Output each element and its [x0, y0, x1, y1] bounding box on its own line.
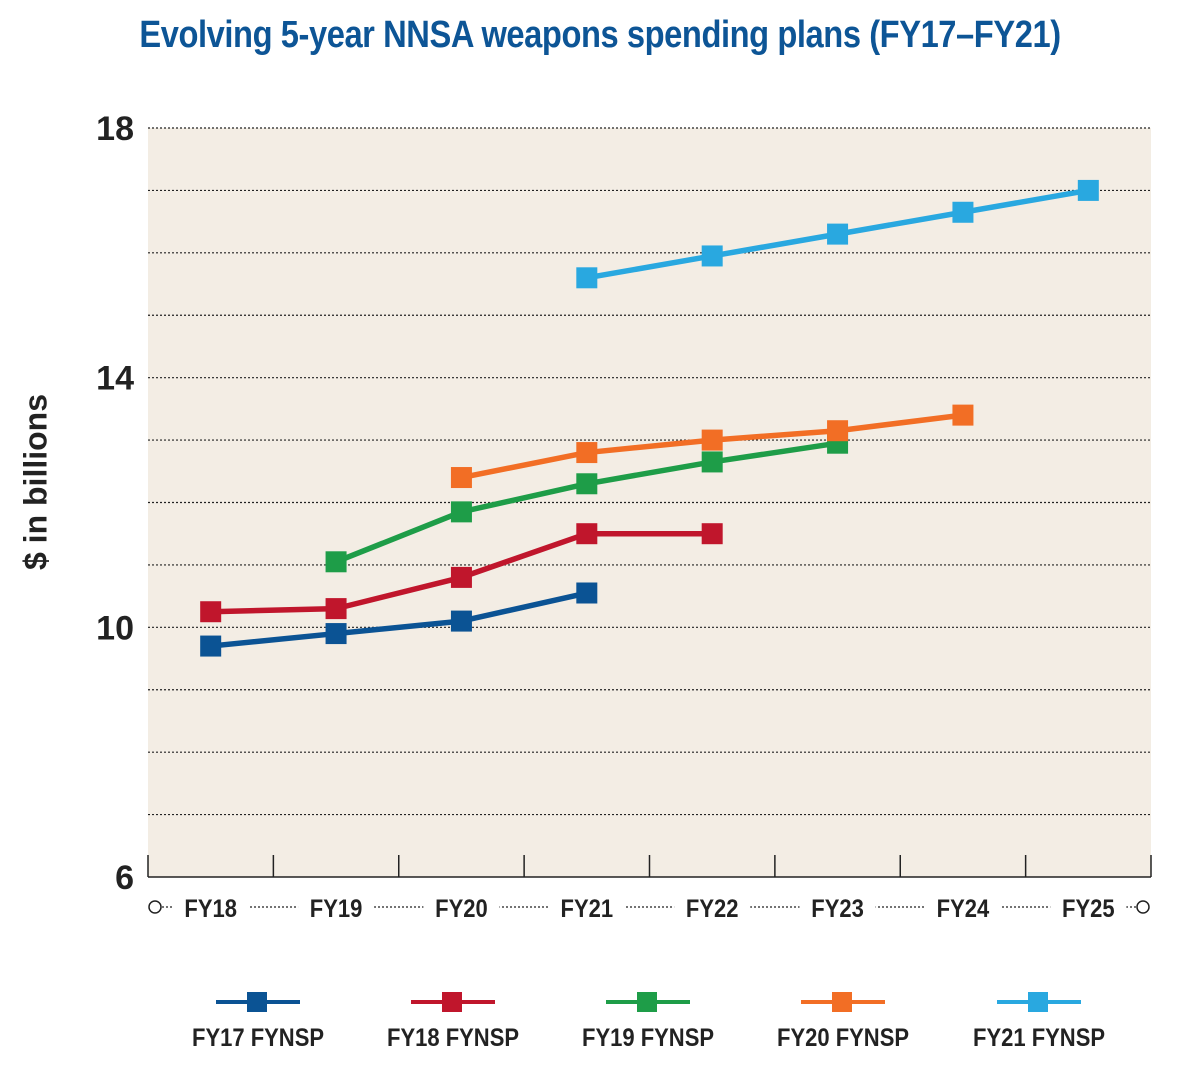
series-group	[325, 432, 849, 573]
legend-label: FY19 FYNSP	[582, 1024, 715, 1052]
x-label-mask	[674, 892, 751, 922]
legend: FY17 FYNSP FY18 FYNSP FY19 FYNSP FY20 FYNSP…	[0, 980, 1200, 1060]
x-label-mask	[172, 892, 249, 922]
line-chart: 6 10 14 18 FY18 FY19 FY20 FY21 FY22 FY23 FY24 FY25	[96, 110, 1152, 923]
axis-end-circle	[1136, 900, 1150, 914]
data-point	[576, 442, 598, 464]
x-tick-label: FY19	[310, 895, 363, 923]
data-point	[450, 566, 472, 588]
x-tick-label: FY22	[686, 895, 739, 923]
y-tick-label: 18	[96, 110, 134, 148]
series-line	[210, 590, 588, 649]
x-tick-label: FY24	[937, 895, 990, 923]
y-axis-ticks: 6 10 14 18	[96, 110, 134, 897]
legend-swatch	[378, 980, 528, 1024]
x-tick-label: FY21	[561, 895, 614, 923]
data-point	[325, 598, 347, 620]
data-point	[576, 523, 598, 545]
x-label-mask	[548, 892, 625, 922]
legend-marker	[832, 992, 852, 1012]
legend-label: FY21 FYNSP	[973, 1024, 1106, 1052]
legend-item: FY20 FYNSP	[768, 980, 918, 1053]
data-point	[1077, 179, 1099, 201]
data-point	[576, 473, 598, 495]
x-tick-label: FY18	[184, 895, 237, 923]
y-tick-label: 6	[115, 859, 134, 897]
legend-swatch	[573, 980, 723, 1024]
data-point	[827, 223, 849, 245]
data-point	[450, 467, 472, 489]
legend-item: FY21 FYNSP	[964, 980, 1114, 1053]
legend-marker	[1028, 992, 1048, 1012]
legend-swatch	[183, 980, 333, 1024]
legend-label: FY18 FYNSP	[387, 1024, 520, 1052]
x-tick-label: FY20	[435, 895, 488, 923]
legend-label: FY17 FYNSP	[192, 1024, 325, 1052]
y-tick-label: 14	[96, 360, 134, 398]
data-point	[200, 601, 222, 623]
data-point	[701, 451, 723, 473]
legend-swatch	[768, 980, 918, 1024]
data-point	[701, 523, 723, 545]
gridlines	[148, 127, 1151, 816]
data-point	[701, 245, 723, 267]
legend-item: FY17 FYNSP	[183, 980, 333, 1053]
data-point	[576, 582, 598, 604]
series-group	[200, 582, 598, 657]
legend-label: FY20 FYNSP	[777, 1024, 910, 1052]
legend-item: FY19 FYNSP	[573, 980, 723, 1053]
legend-item: FY18 FYNSP	[378, 980, 528, 1053]
chart-title: Evolving 5-year NNSA weapons spending pl…	[139, 14, 1061, 56]
data-point	[325, 623, 347, 645]
x-label-mask	[423, 892, 500, 922]
series-group	[200, 523, 723, 623]
legend-swatch	[964, 980, 1114, 1024]
axis-end-circle	[148, 900, 162, 914]
data-point	[827, 420, 849, 442]
data-point	[952, 201, 974, 223]
x-label-mask	[924, 892, 1001, 922]
legend-marker	[247, 992, 267, 1012]
data-series	[200, 179, 1099, 657]
data-point	[576, 267, 598, 289]
series-group	[576, 179, 1099, 289]
data-point	[450, 610, 472, 632]
data-point	[450, 501, 472, 523]
x-label-mask	[1050, 892, 1127, 922]
x-label-mask	[799, 892, 876, 922]
y-tick-label: 10	[96, 609, 134, 647]
data-point	[325, 551, 347, 573]
x-label-mask	[298, 892, 375, 922]
x-tick-label: FY23	[811, 895, 864, 923]
legend-marker	[637, 992, 657, 1012]
legend-marker	[442, 992, 462, 1012]
x-axis: FY18 FY19 FY20 FY21 FY22 FY23 FY24 FY25	[147, 855, 1152, 923]
data-point	[952, 404, 974, 426]
data-point	[701, 429, 723, 451]
series-group	[450, 404, 974, 489]
data-point	[200, 635, 222, 657]
x-tick-label: FY25	[1062, 895, 1115, 923]
